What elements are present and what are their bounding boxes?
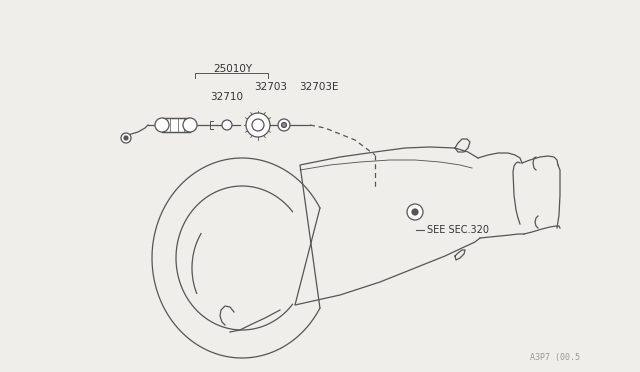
Text: 32710: 32710 (210, 92, 243, 102)
Circle shape (155, 118, 169, 132)
Circle shape (282, 122, 287, 128)
Circle shape (183, 118, 197, 132)
Text: 32703: 32703 (254, 82, 287, 92)
Circle shape (222, 120, 232, 130)
Circle shape (412, 209, 418, 215)
Text: SEE SEC.320: SEE SEC.320 (427, 225, 489, 235)
Circle shape (278, 119, 290, 131)
Text: A3P7 (00.5: A3P7 (00.5 (530, 353, 580, 362)
Circle shape (407, 204, 423, 220)
Circle shape (252, 119, 264, 131)
Circle shape (121, 133, 131, 143)
FancyBboxPatch shape (162, 118, 190, 132)
Text: 25010Y: 25010Y (213, 64, 252, 74)
Circle shape (124, 136, 128, 140)
Text: 32703E: 32703E (299, 82, 339, 92)
Circle shape (246, 113, 270, 137)
